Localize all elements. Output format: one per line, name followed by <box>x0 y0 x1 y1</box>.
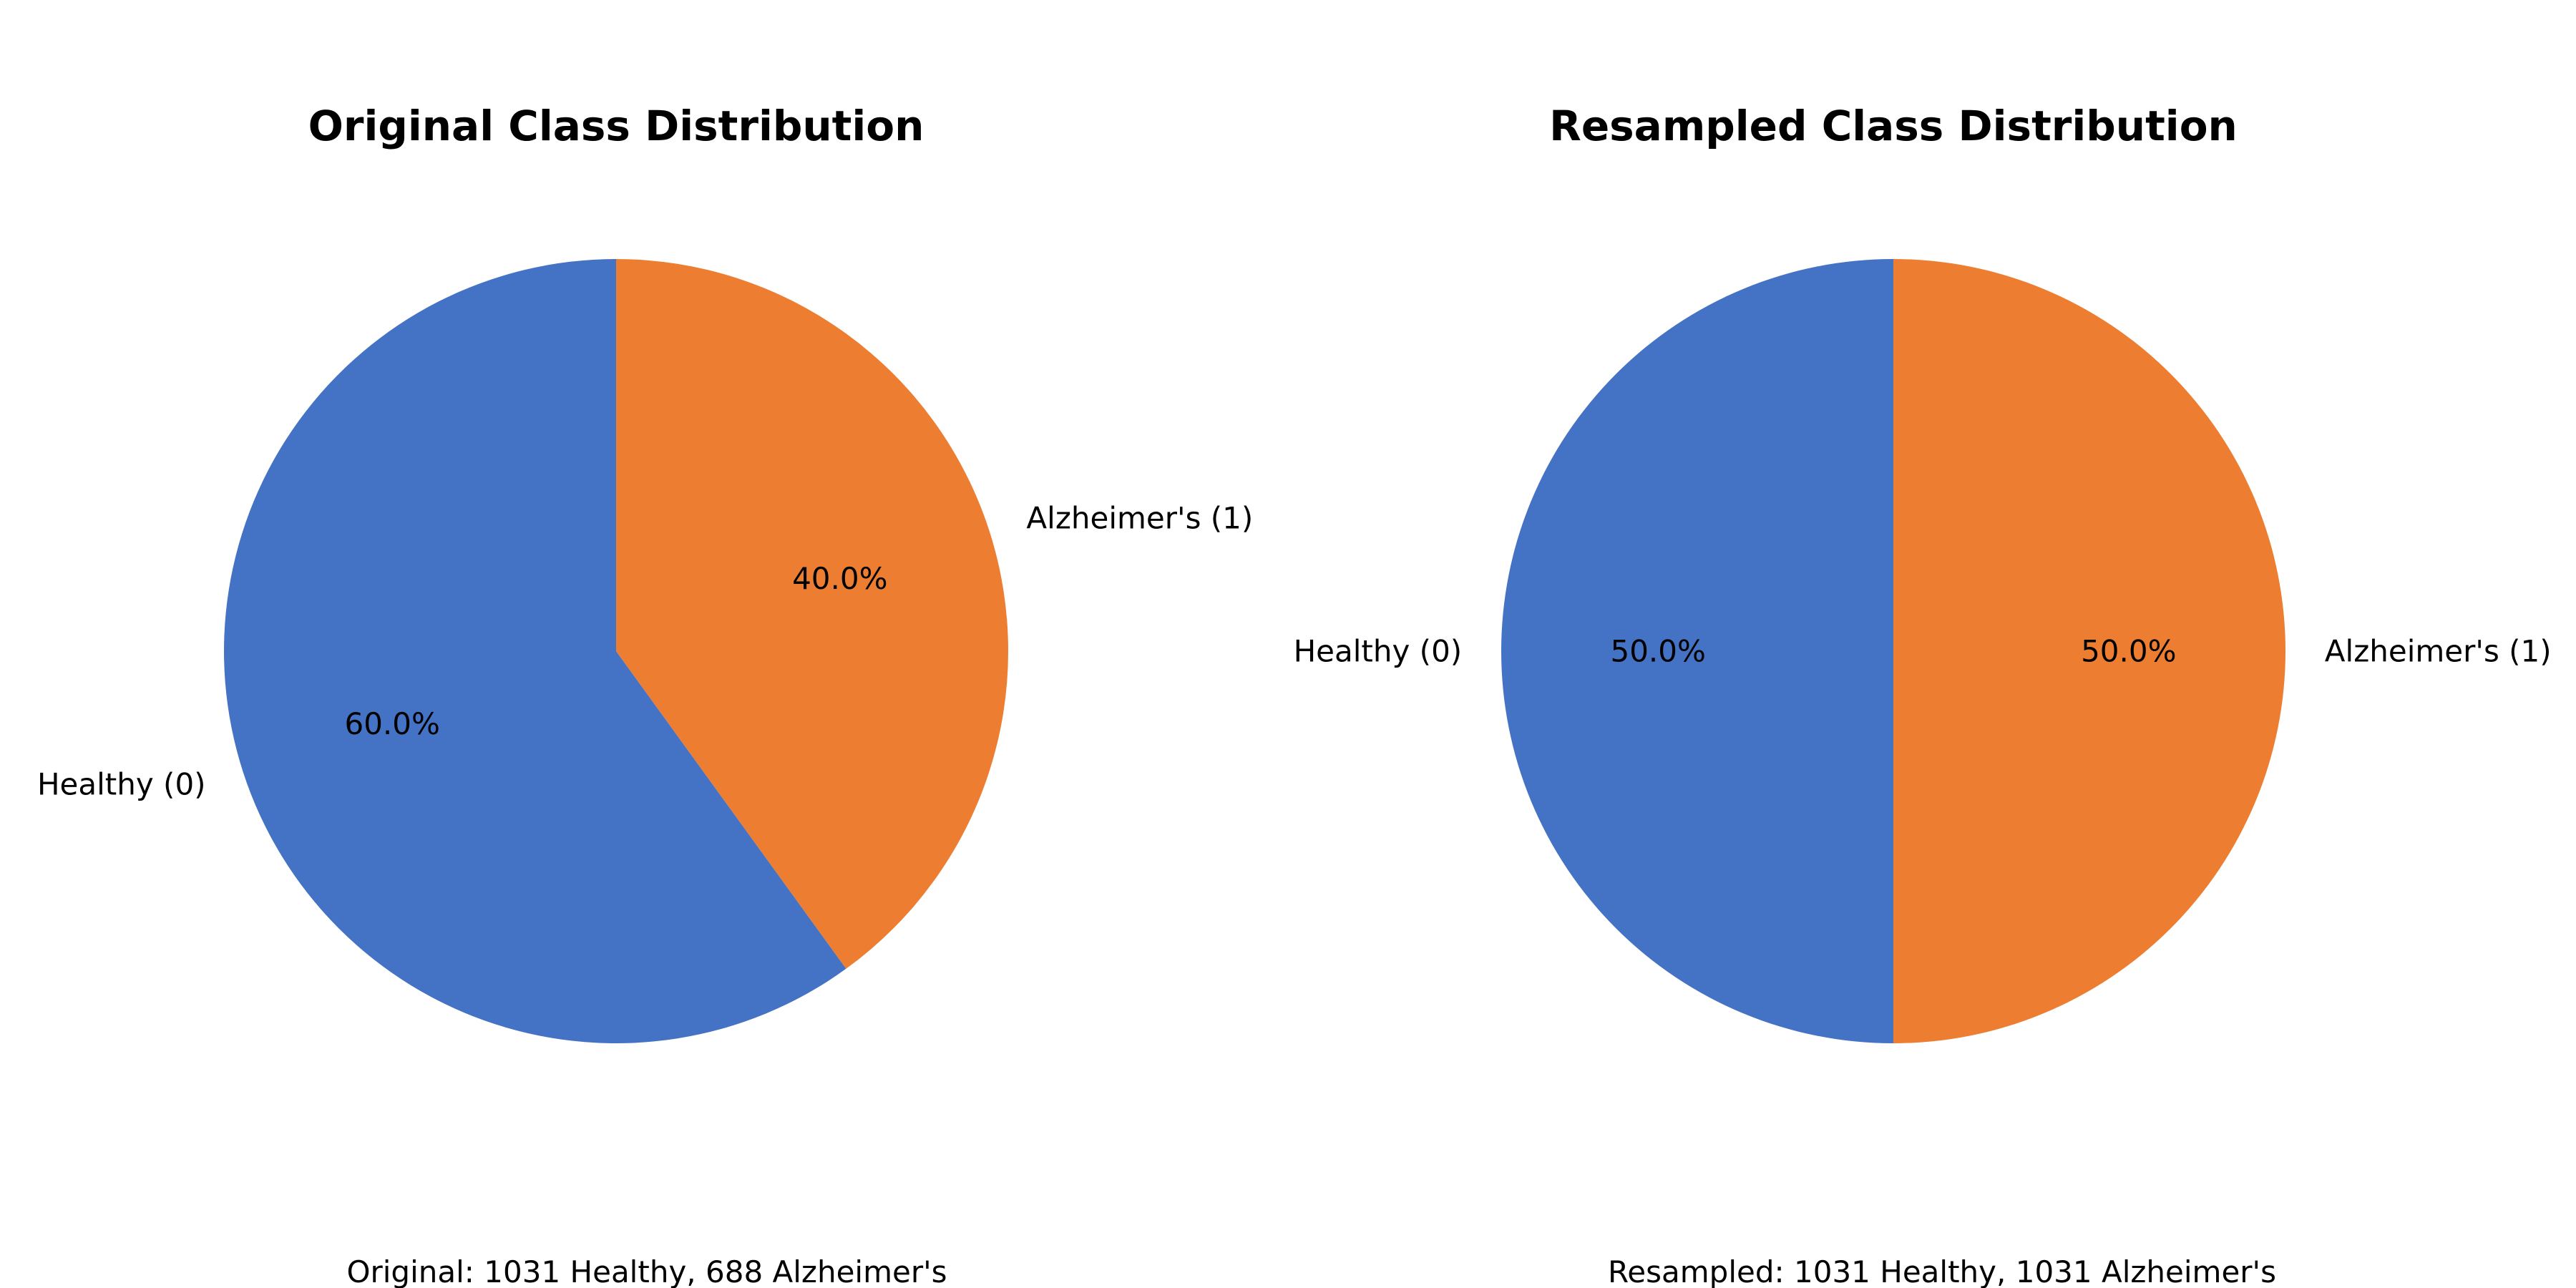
pie-slice-healthy-0 <box>224 259 847 1043</box>
chart-caption: Original: 1031 Healthy, 688 Alzheimer's <box>346 1254 947 1288</box>
chart-caption: Resampled: 1031 Healthy, 1031 Alzheimer'… <box>1608 1254 2276 1288</box>
original-distribution-chart: Original Class Distribution 60.0% Healthy… <box>37 102 1253 1288</box>
pie-labels: 60.0% Healthy (0) 40.0% Alzheimer's (1) <box>37 501 1253 802</box>
pie-labels: 50.0% Healthy (0) 50.0% Alzheimer's (1) <box>1294 634 2552 669</box>
pie-slice-alzheimer-s-1 <box>1893 259 2285 1043</box>
percent-label-healthy-0: 60.0% <box>344 706 439 741</box>
pie-slice-alzheimer-s-1 <box>616 259 1008 969</box>
chart-title: Original Class Distribution <box>308 102 924 150</box>
pie-slices <box>224 259 1008 1043</box>
pie-slices <box>1501 259 2285 1043</box>
slice-label-healthy-0: Healthy (0) <box>1294 634 1463 669</box>
slice-label-healthy-0: Healthy (0) <box>37 766 206 801</box>
chart-title: Resampled Class Distribution <box>1549 102 2238 150</box>
pie-slice-healthy-0 <box>1501 259 1893 1043</box>
resampled-distribution-chart: Resampled Class Distribution 50.0% Health… <box>1294 102 2552 1288</box>
percent-label-healthy-0: 50.0% <box>1610 634 1705 669</box>
slice-label-alzheimer-s-1: Alzheimer's (1) <box>2325 634 2552 669</box>
percent-label-alzheimer-s-1: 40.0% <box>792 561 887 596</box>
percent-label-alzheimer-s-1: 50.0% <box>2081 634 2176 669</box>
slice-label-alzheimer-s-1: Alzheimer's (1) <box>1026 501 1253 536</box>
